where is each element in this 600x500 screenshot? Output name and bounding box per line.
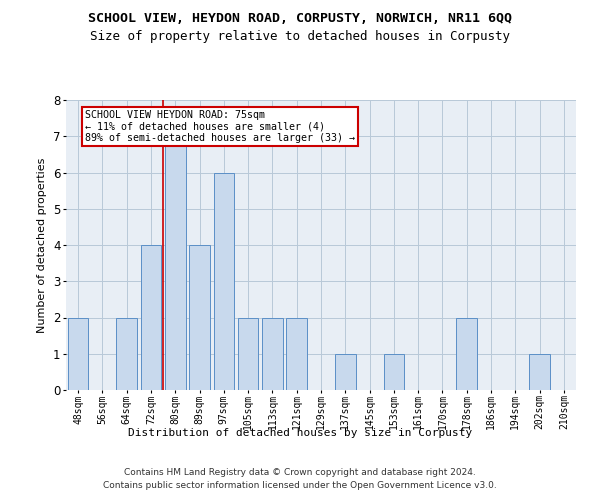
Bar [262, 318, 283, 390]
Bar [457, 318, 477, 390]
Text: Contains HM Land Registry data © Crown copyright and database right 2024.: Contains HM Land Registry data © Crown c… [124, 468, 476, 477]
Bar [529, 354, 550, 390]
Y-axis label: Number of detached properties: Number of detached properties [37, 158, 47, 332]
Bar [286, 318, 307, 390]
Bar [116, 318, 137, 390]
Text: SCHOOL VIEW HEYDON ROAD: 75sqm
← 11% of detached houses are smaller (4)
89% of s: SCHOOL VIEW HEYDON ROAD: 75sqm ← 11% of … [85, 110, 355, 144]
Bar [383, 354, 404, 390]
Text: Distribution of detached houses by size in Corpusty: Distribution of detached houses by size … [128, 428, 472, 438]
Bar [140, 245, 161, 390]
Bar [335, 354, 356, 390]
Text: Contains public sector information licensed under the Open Government Licence v3: Contains public sector information licen… [103, 482, 497, 490]
Bar [165, 136, 185, 390]
Bar [238, 318, 259, 390]
Bar [189, 245, 210, 390]
Text: Size of property relative to detached houses in Corpusty: Size of property relative to detached ho… [90, 30, 510, 43]
Bar [214, 172, 234, 390]
Text: SCHOOL VIEW, HEYDON ROAD, CORPUSTY, NORWICH, NR11 6QQ: SCHOOL VIEW, HEYDON ROAD, CORPUSTY, NORW… [88, 12, 512, 26]
Bar [68, 318, 88, 390]
